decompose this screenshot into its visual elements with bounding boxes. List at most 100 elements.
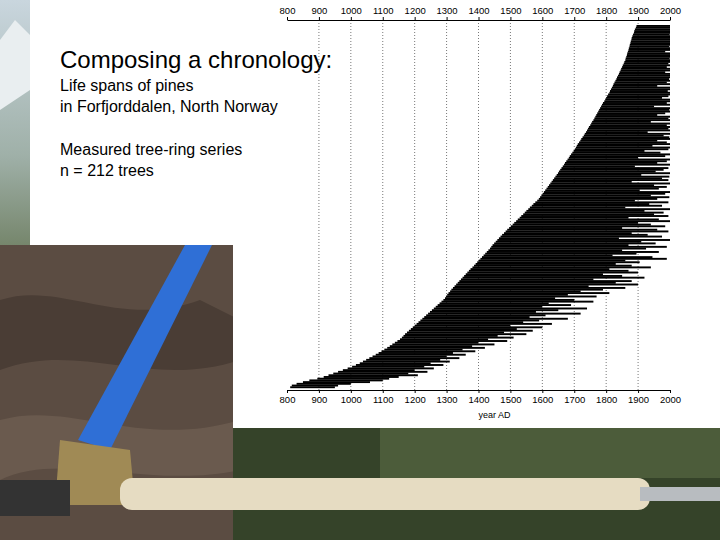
- extractor-rod: [640, 487, 720, 501]
- tick-mark: [574, 390, 575, 393]
- life-span-bar: [528, 208, 670, 210]
- life-span-bar: [550, 183, 670, 185]
- tick: 1600: [532, 390, 553, 405]
- axis-line: [288, 20, 671, 21]
- life-span-bar: [352, 366, 424, 368]
- life-span-bar: [420, 320, 539, 322]
- x-axis-title: year AD: [478, 410, 511, 420]
- life-span-bar: [617, 76, 670, 78]
- life-span-bar: [619, 73, 670, 75]
- tick-mark: [447, 390, 448, 393]
- life-span-bar: [581, 138, 670, 140]
- life-span-bar: [436, 306, 543, 308]
- life-span-bar: [569, 157, 638, 159]
- tick-mark: [542, 390, 543, 393]
- life-span-bar: [634, 32, 670, 34]
- life-span-bar: [343, 369, 415, 371]
- life-span-bar: [613, 85, 657, 87]
- life-span-bar: [395, 342, 479, 344]
- life-span-bar: [630, 44, 670, 46]
- life-span-bar: [485, 253, 636, 255]
- life-span-bar: [338, 371, 427, 373]
- core-sample: [120, 478, 650, 510]
- life-span-bar: [504, 232, 632, 234]
- tick: 1700: [564, 390, 585, 405]
- life-span-bar: [496, 241, 642, 243]
- tick-label: 1600: [532, 5, 553, 16]
- tick: 2000: [660, 390, 681, 405]
- life-span-bar: [417, 323, 552, 325]
- tick: 1300: [437, 5, 458, 20]
- tick-mark: [479, 17, 480, 20]
- tick-label: 1200: [405, 5, 426, 16]
- tick-label: 1700: [564, 394, 585, 405]
- tick-mark: [542, 17, 543, 20]
- life-span-bar: [525, 212, 664, 214]
- tick-mark: [319, 17, 320, 20]
- life-span-bar: [634, 30, 670, 32]
- borer-handle: [78, 245, 212, 450]
- life-span-bar: [458, 282, 616, 284]
- life-span-bar: [418, 321, 523, 323]
- bark-texture: [0, 295, 240, 370]
- life-span-bar: [632, 35, 670, 37]
- tick-mark: [479, 390, 480, 393]
- tick: 1700: [564, 5, 585, 20]
- life-span-bar: [520, 217, 629, 219]
- life-span-bar: [608, 93, 670, 95]
- life-span-bar: [630, 42, 670, 44]
- life-span-bar: [317, 378, 389, 380]
- life-span-bar: [564, 164, 670, 166]
- tick-label: 900: [311, 394, 327, 405]
- life-span-bar: [366, 359, 440, 361]
- tick: 1900: [628, 5, 649, 20]
- life-span-bar: [453, 287, 625, 289]
- life-span-bar: [397, 340, 507, 342]
- life-span-bar: [568, 159, 670, 161]
- life-span-bar: [576, 147, 670, 149]
- tick-label: 800: [280, 5, 296, 16]
- life-span-bar: [493, 244, 629, 246]
- life-span-bar: [290, 386, 335, 388]
- life-span-bar: [466, 273, 603, 275]
- life-span-bar: [403, 335, 497, 337]
- tick: 2000: [660, 5, 681, 20]
- life-span-bar: [595, 116, 670, 118]
- life-span-bar: [497, 239, 670, 241]
- tick-label: 1100: [373, 394, 393, 405]
- life-span-bar: [476, 263, 616, 265]
- life-span-bar: [626, 58, 670, 60]
- life-span-bar: [629, 46, 669, 48]
- life-span-bar: [565, 162, 657, 164]
- life-span-bar: [360, 362, 431, 364]
- tick-mark: [670, 17, 671, 20]
- life-span-bar: [379, 352, 453, 354]
- life-span-bar: [627, 52, 670, 54]
- tick: 900: [311, 5, 327, 20]
- life-span-bar: [513, 224, 651, 226]
- tick-mark: [574, 17, 575, 20]
- life-span-bar: [390, 345, 472, 347]
- tick-mark: [383, 390, 384, 393]
- life-span-bar: [610, 90, 668, 92]
- life-span-bar: [348, 367, 434, 369]
- tick-label: 1700: [564, 5, 585, 16]
- life-span-bar: [309, 379, 382, 381]
- life-span-bar: [450, 290, 581, 292]
- tick: 1800: [596, 390, 617, 405]
- life-span-bar: [507, 229, 657, 231]
- life-span-bar: [578, 143, 670, 145]
- life-span-bar: [577, 145, 653, 147]
- tick-mark: [606, 17, 607, 20]
- life-span-bar: [605, 99, 670, 101]
- life-span-bar: [387, 347, 485, 349]
- life-span-bar: [490, 248, 646, 250]
- life-span-bar: [487, 251, 659, 253]
- life-span-bar: [558, 172, 670, 174]
- tick-label: 900: [311, 5, 327, 16]
- life-span-bar: [594, 117, 668, 119]
- tick: 1500: [500, 390, 521, 405]
- life-span-bar: [614, 83, 670, 85]
- life-span-bar: [635, 28, 670, 30]
- life-span-bar: [448, 292, 609, 294]
